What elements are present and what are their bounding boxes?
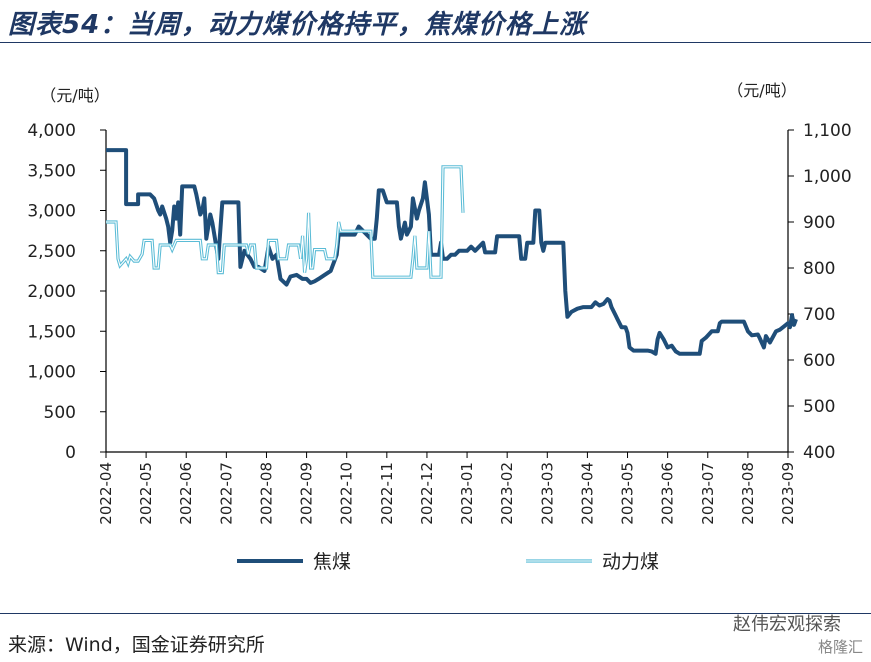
right-tick-label: 1,000 (803, 167, 852, 187)
left-tick-label: 0 (65, 443, 76, 463)
x-tick-label: 2023-06 (659, 462, 677, 525)
right-tick-label: 1,100 (803, 121, 852, 141)
x-tick-label: 2023-05 (619, 462, 637, 525)
chart-title: 图表54：当周，动力煤价格持平，焦煤价格上涨 (8, 10, 587, 40)
left-tick-label: 2,500 (27, 242, 76, 262)
left-tick-label: 4,000 (27, 121, 76, 141)
chart-canvas: 0 500 1,000 1,500 2,000 2,500 3,000 3,500 4,000 4… (27, 81, 851, 573)
x-tick-label: 2022-05 (137, 462, 155, 525)
left-tick-label: 3,500 (27, 161, 76, 181)
x-tick-label: 2022-09 (298, 462, 316, 525)
x-tick-label: 2023-07 (699, 462, 717, 525)
right-axis-unit: （元/吨） (727, 81, 796, 100)
coking-coal-legend-label: 焦煤 (313, 551, 351, 573)
right-tick-label: 700 (803, 305, 835, 325)
left-tick-label: 1,000 (27, 363, 76, 383)
title-divider (0, 42, 871, 43)
right-tick-label: 500 (803, 397, 835, 417)
x-tick-label: 2022-04 (97, 462, 115, 525)
x-tick-label: 2023-09 (779, 462, 797, 525)
x-tick-label: 2022-08 (257, 462, 275, 525)
left-tick-label: 3,000 (27, 202, 76, 222)
right-tick-label: 800 (803, 259, 835, 279)
x-tick-label: 2023-02 (498, 462, 516, 525)
x-tick-label: 2023-08 (739, 462, 757, 525)
right-tick-label: 900 (803, 213, 835, 233)
right-tick-label: 600 (803, 351, 835, 371)
watermark: 赵伟宏观探索 (733, 614, 841, 635)
legend: 焦煤 动力煤 (237, 551, 659, 573)
footer-divider (0, 613, 871, 614)
axes-layer: 0 500 1,000 1,500 2,000 2,500 3,000 3,500 4,000 4… (27, 121, 851, 525)
right-tick-label: 400 (803, 443, 835, 463)
source-note: 来源：Wind，国金证券研究所 (8, 634, 265, 656)
coking-coal-series-line (106, 148, 798, 356)
x-tick-label: 2023-04 (578, 462, 596, 525)
x-tick-label: 2022-12 (418, 462, 436, 525)
x-tick-label: 2023-01 (458, 462, 476, 525)
thermal-coal-series-inner (106, 166, 464, 278)
left-tick-label: 1,500 (27, 322, 76, 342)
thermal-coal-legend-label: 动力煤 (602, 551, 659, 573)
x-tick-label: 2023-03 (538, 462, 556, 525)
left-axis-unit: （元/吨） (40, 86, 109, 105)
left-tick-label: 2,000 (27, 282, 76, 302)
x-tick-label: 2022-07 (217, 462, 235, 525)
x-tick-label: 2022-06 (177, 462, 195, 525)
left-tick-label: 500 (44, 403, 76, 423)
watermark-sub: 格隆汇 (817, 638, 863, 656)
series-layer (106, 148, 798, 356)
x-tick-label: 2022-10 (338, 462, 356, 525)
x-tick-label: 2022-11 (378, 462, 396, 525)
